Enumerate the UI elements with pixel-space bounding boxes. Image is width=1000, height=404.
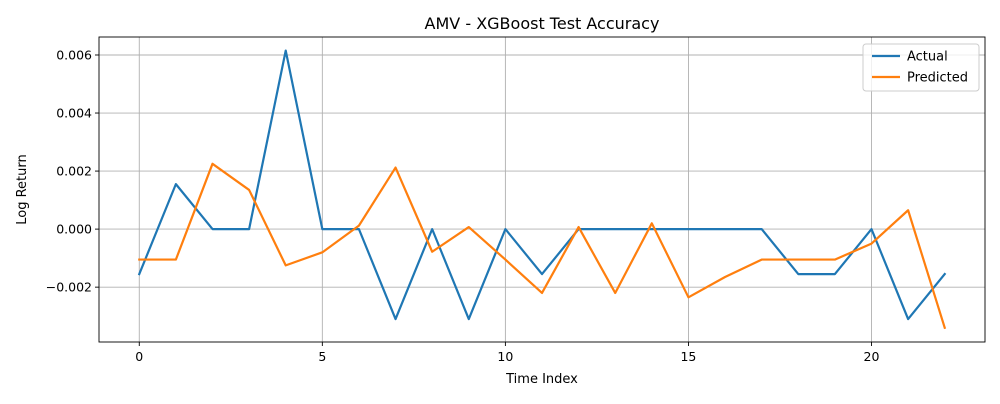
chart-title: AMV - XGBoost Test Accuracy (425, 14, 660, 33)
legend: Actual Predicted (862, 43, 980, 92)
x-tick-label: 10 (497, 349, 513, 364)
x-tick-label: 0 (135, 349, 143, 364)
ticks: 0 5 10 15 20 −0.002 0.000 0.002 0.004 0.006 (46, 47, 880, 364)
series-layer (137, 49, 947, 330)
y-tick-label: 0.000 (56, 222, 92, 237)
y-axis-label: Log Return (15, 154, 30, 225)
x-tick-label: 5 (318, 349, 326, 364)
y-tick-label: 0.004 (56, 106, 92, 121)
x-tick-label: 20 (864, 349, 880, 364)
y-tick-label: 0.002 (56, 164, 92, 179)
series-line-predicted (138, 162, 947, 330)
series-line-actual (137, 49, 947, 321)
x-tick-label: 15 (680, 349, 696, 364)
y-tick-label: −0.002 (46, 280, 92, 295)
legend-label-actual: Actual (907, 50, 948, 65)
plot-frame (98, 36, 986, 343)
x-axis-label: Time Index (505, 372, 578, 387)
y-tick-label: 0.006 (56, 47, 92, 62)
legend-label-predicted: Predicted (907, 71, 968, 86)
